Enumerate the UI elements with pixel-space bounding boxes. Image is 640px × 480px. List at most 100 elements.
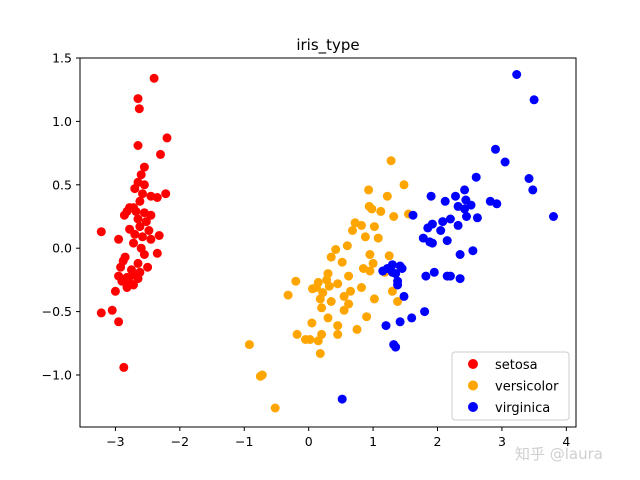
point-setosa-32 xyxy=(114,234,124,244)
point-virginica-24 xyxy=(453,220,463,230)
point-virginica-3 xyxy=(500,157,510,167)
legend-label-virginica: virginica xyxy=(495,401,550,416)
x-tick-label: 1 xyxy=(369,434,377,449)
y-tick-label: 1.5 xyxy=(52,51,72,66)
point-setosa-6 xyxy=(139,162,149,172)
point-versicolor-18 xyxy=(384,251,394,261)
x-tick-label: −1 xyxy=(235,434,253,449)
point-setosa-12 xyxy=(135,196,145,206)
point-virginica-6 xyxy=(528,185,538,195)
point-setosa-10 xyxy=(130,184,140,194)
point-versicolor-32 xyxy=(324,281,334,291)
chart-title: iris_type xyxy=(296,36,359,55)
point-versicolor-8 xyxy=(389,212,399,221)
point-virginica-4 xyxy=(471,172,481,182)
point-virginica-16 xyxy=(460,204,470,214)
point-virginica-31 xyxy=(468,246,478,256)
point-virginica-20 xyxy=(462,212,471,221)
point-virginica-1 xyxy=(529,95,539,105)
point-virginica-38 xyxy=(391,269,401,279)
point-versicolor-20 xyxy=(337,257,347,267)
x-tick-label: 2 xyxy=(434,434,442,449)
point-versicolor-39 xyxy=(339,291,349,301)
point-versicolor-33 xyxy=(357,283,366,292)
point-versicolor-6 xyxy=(376,206,386,216)
point-versicolor-36 xyxy=(387,286,397,296)
point-versicolor-44 xyxy=(344,299,354,309)
point-virginica-28 xyxy=(442,236,452,246)
point-setosa-2 xyxy=(134,104,144,114)
point-versicolor-62 xyxy=(270,403,280,413)
legend-marker-virginica xyxy=(468,402,478,412)
point-versicolor-54 xyxy=(333,329,343,339)
point-virginica-43 xyxy=(445,271,455,281)
y-tick-label: 0.5 xyxy=(52,177,72,192)
x-tick-label: 0 xyxy=(305,434,313,449)
point-versicolor-23 xyxy=(365,266,375,276)
point-setosa-31 xyxy=(154,231,164,240)
point-virginica-18 xyxy=(549,212,558,221)
point-setosa-28 xyxy=(144,226,154,235)
legend-marker-setosa xyxy=(468,359,478,369)
point-versicolor-56 xyxy=(305,335,315,344)
point-setosa-29 xyxy=(138,232,147,242)
point-setosa-0 xyxy=(149,73,159,83)
point-setosa-15 xyxy=(161,189,171,199)
point-virginica-49 xyxy=(407,313,417,323)
point-setosa-5 xyxy=(156,149,165,159)
point-versicolor-17 xyxy=(365,250,375,259)
point-setosa-4 xyxy=(162,133,172,143)
point-versicolor-21 xyxy=(368,258,378,268)
point-setosa-25 xyxy=(135,222,145,232)
point-versicolor-45 xyxy=(317,303,327,313)
points-layer xyxy=(96,70,558,413)
point-virginica-2 xyxy=(491,144,500,154)
point-setosa-20 xyxy=(119,210,129,220)
point-setosa-27 xyxy=(96,227,106,237)
point-setosa-3 xyxy=(133,141,143,150)
point-versicolor-12 xyxy=(348,226,357,235)
point-virginica-10 xyxy=(440,196,450,206)
point-setosa-30 xyxy=(130,229,140,239)
point-setosa-14 xyxy=(152,193,162,202)
point-versicolor-16 xyxy=(331,245,341,254)
y-tick-label: 0.0 xyxy=(52,241,72,256)
y-tick-label: 1.0 xyxy=(52,114,72,129)
point-versicolor-59 xyxy=(315,349,325,358)
point-versicolor-14 xyxy=(373,233,383,243)
legend-marker-versicolor xyxy=(468,380,478,391)
point-setosa-40 xyxy=(133,258,143,268)
point-versicolor-26 xyxy=(344,271,354,281)
legend-box xyxy=(451,351,570,421)
y-tick-label: −1.0 xyxy=(42,368,72,383)
x-tick-label: −2 xyxy=(171,434,189,449)
point-versicolor-35 xyxy=(346,286,355,296)
point-virginica-21 xyxy=(472,213,482,223)
point-versicolor-42 xyxy=(326,297,336,306)
plot-frame xyxy=(79,57,577,428)
point-setosa-33 xyxy=(146,234,156,244)
point-versicolor-19 xyxy=(326,252,336,262)
point-virginica-40 xyxy=(421,271,431,281)
point-versicolor-48 xyxy=(323,313,333,323)
point-versicolor-46 xyxy=(339,305,349,315)
x-axis: −3 −2 −1 0 1 2 3 4 xyxy=(106,427,570,449)
point-virginica-39 xyxy=(378,266,388,276)
x-tick-label: −3 xyxy=(106,434,124,449)
point-versicolor-57 xyxy=(313,336,323,346)
point-versicolor-15 xyxy=(342,241,352,251)
legend-label-versicolor: versicolor xyxy=(495,380,559,395)
point-setosa-56 xyxy=(114,317,124,327)
point-virginica-26 xyxy=(436,226,446,235)
point-virginica-27 xyxy=(418,233,428,243)
point-virginica-19 xyxy=(445,214,455,224)
point-virginica-36 xyxy=(397,264,407,273)
point-versicolor-2 xyxy=(364,185,374,195)
point-virginica-0 xyxy=(512,70,522,79)
point-versicolor-51 xyxy=(352,324,362,334)
point-virginica-44 xyxy=(455,274,465,284)
point-virginica-51 xyxy=(381,321,391,331)
point-setosa-51 xyxy=(110,286,120,296)
point-setosa-53 xyxy=(129,280,138,290)
